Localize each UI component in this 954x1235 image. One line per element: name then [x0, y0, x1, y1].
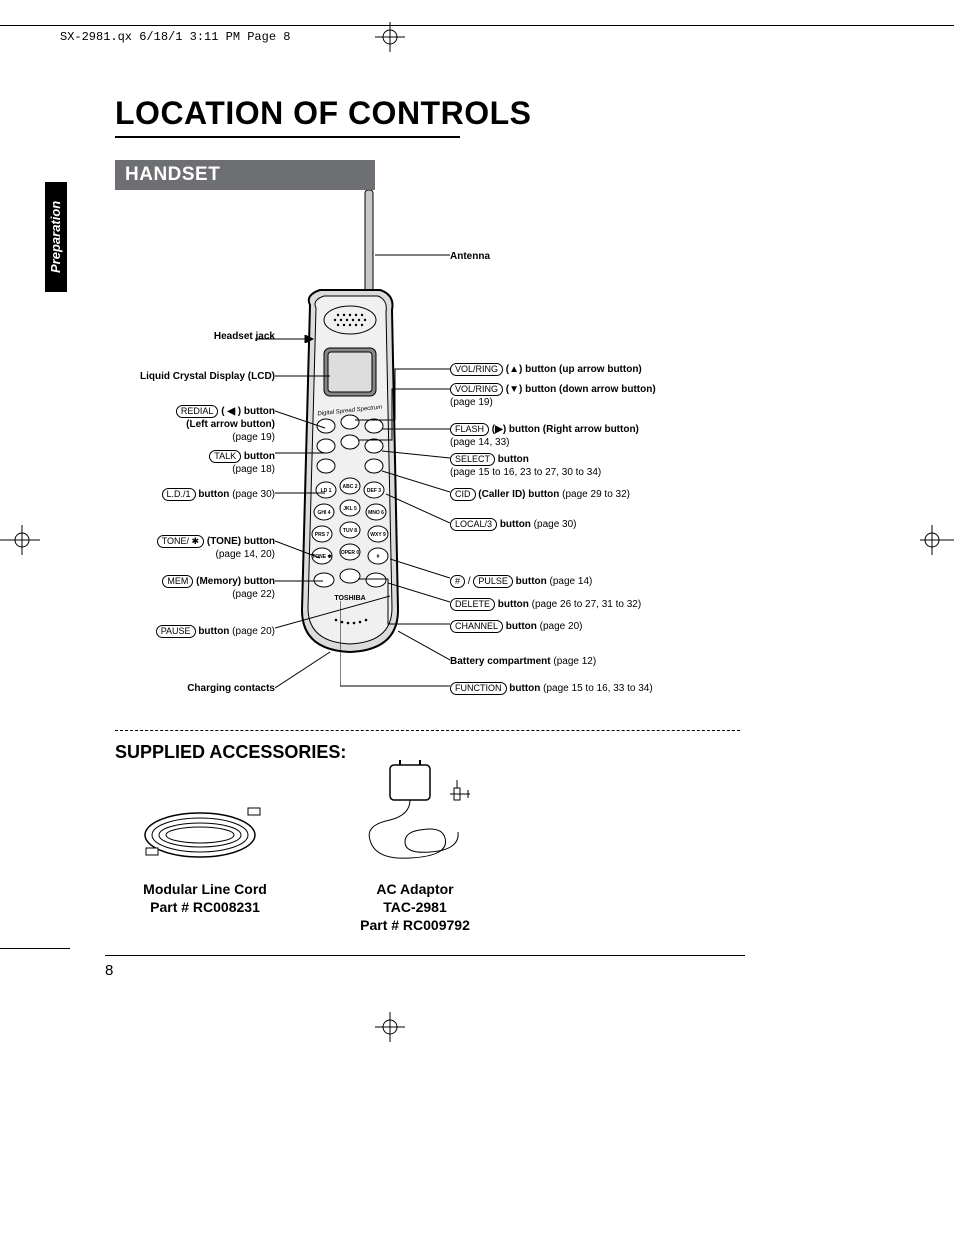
handset-diagram: Digital Spread Spectrum LD 1ABC 2DEF 3 G…	[100, 190, 750, 720]
callout-channel: CHANNEL button (page 20)	[450, 620, 582, 633]
callout-local: LOCAL/3 button (page 30)	[450, 518, 577, 531]
svg-text:GHI 4: GHI 4	[317, 510, 330, 516]
svg-text:DEF 3: DEF 3	[367, 488, 381, 494]
dash-divider	[115, 730, 740, 731]
callout-mem: MEM (Memory) button (page 22)	[100, 575, 275, 601]
adaptor-label: AC AdaptorTAC-2981Part # RC009792	[335, 880, 495, 934]
line-cord-illustration	[120, 790, 280, 870]
callout-function: FUNCTION button (page 15 to 16, 33 to 34…	[450, 682, 653, 695]
registration-mark-top	[375, 22, 405, 52]
callout-cid: CID (Caller ID) button (page 29 to 32)	[450, 488, 630, 501]
footer-rule	[105, 955, 745, 956]
file-header: SX-2981.qx 6/18/1 3:11 PM Page 8	[60, 30, 290, 44]
callout-tone: TONE/ ✱ (TONE) button (page 14, 20)	[100, 535, 275, 561]
callout-lcd: Liquid Crystal Display (LCD)	[100, 370, 275, 383]
supplied-heading: SUPPLIED ACCESSORIES:	[115, 742, 346, 763]
svg-text:OPER 0: OPER 0	[341, 550, 360, 556]
header-rule	[0, 25, 954, 26]
page-title: LOCATION OF CONTROLS	[115, 95, 531, 132]
callout-delete: DELETE button (page 26 to 27, 31 to 32)	[450, 598, 641, 611]
callout-hash-pulse: # / PULSE button (page 14)	[450, 575, 592, 588]
page-number: 8	[105, 962, 113, 979]
callout-headset-jack: Headset jack	[110, 330, 275, 343]
svg-text:WXY 9: WXY 9	[370, 532, 386, 538]
svg-text:MNO 6: MNO 6	[368, 510, 384, 516]
registration-mark-bottom	[375, 1012, 405, 1042]
title-underline	[115, 136, 460, 138]
section-heading-handset: HANDSET	[115, 160, 375, 190]
callout-pause: PAUSE button (page 20)	[100, 625, 275, 638]
svg-text:JKL 5: JKL 5	[343, 506, 357, 512]
ac-adaptor-illustration	[350, 760, 490, 880]
callout-redial: REDIAL ( ◀ ) button (Left arrow button) …	[100, 405, 275, 444]
callout-antenna: Antenna	[450, 250, 490, 263]
callout-select: SELECT button (page 15 to 16, 23 to 27, …	[450, 453, 601, 479]
callout-voldn: VOL/RING (▼) button (down arrow button) …	[450, 383, 656, 409]
callout-charging: Charging contacts	[100, 682, 275, 695]
svg-text:ABC 2: ABC 2	[342, 484, 357, 490]
callout-battery: Battery compartment (page 12)	[450, 655, 596, 668]
registration-mark-right	[920, 525, 954, 555]
svg-text:TUV 8: TUV 8	[343, 528, 357, 534]
crop-mark-left	[0, 948, 70, 949]
callout-talk: TALK button (page 18)	[100, 450, 275, 476]
cord-label: Modular Line CordPart # RC008231	[125, 880, 285, 916]
callout-ld1: L.D./1 button button (page 30)(page 30)	[100, 488, 275, 501]
side-tab-preparation: Preparation	[45, 182, 67, 292]
svg-text:PRS 7: PRS 7	[315, 532, 330, 538]
callout-flash: FLASH (▶) button (Right arrow button) (p…	[450, 423, 639, 449]
svg-text:#: #	[377, 554, 380, 560]
callout-volup: VOL/RING (▲) button (up arrow button)	[450, 363, 642, 376]
registration-mark-left	[0, 525, 40, 555]
